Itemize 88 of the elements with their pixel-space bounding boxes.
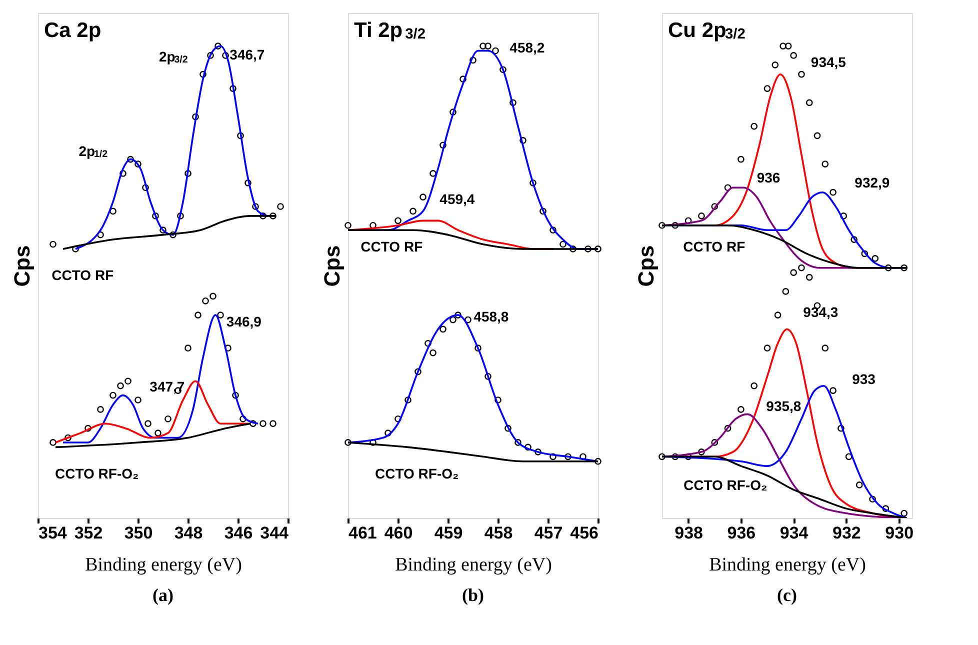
point bbox=[774, 312, 782, 318]
point bbox=[780, 42, 786, 50]
point bbox=[672, 222, 679, 229]
point bbox=[822, 344, 829, 352]
point bbox=[845, 453, 852, 460]
point bbox=[806, 274, 813, 281]
x-axis-title: Binding energy (eV) bbox=[85, 554, 242, 576]
annotation: 458,8 bbox=[474, 308, 509, 325]
annotation: 934,3 bbox=[803, 304, 838, 320]
point bbox=[798, 264, 805, 272]
point bbox=[738, 406, 744, 413]
x-tick-label: 350 bbox=[124, 524, 153, 542]
annotation: CCTO RF bbox=[52, 267, 114, 284]
point bbox=[790, 52, 798, 59]
point bbox=[856, 482, 863, 488]
x-tick-label: 461 bbox=[348, 524, 377, 542]
annotation: 346,9 bbox=[226, 314, 262, 330]
annotation: 934,5 bbox=[810, 54, 846, 70]
chart-title: Ca 2p bbox=[44, 19, 102, 42]
x-tick-label: 456 bbox=[570, 524, 598, 542]
point bbox=[784, 42, 792, 50]
point bbox=[684, 217, 692, 224]
point bbox=[698, 448, 705, 456]
point bbox=[750, 122, 758, 130]
text: (c) bbox=[777, 585, 797, 605]
x-tick-label: 346 bbox=[224, 524, 253, 542]
point bbox=[711, 203, 718, 210]
annotation: CCTO RF-O₂ bbox=[375, 466, 459, 482]
y-axis-title: Cps bbox=[10, 245, 34, 287]
point bbox=[830, 387, 836, 394]
x-tick-label: 352 bbox=[74, 524, 103, 542]
point bbox=[711, 439, 718, 446]
point bbox=[882, 505, 890, 512]
annotation: CCTO RF bbox=[360, 238, 424, 254]
point bbox=[724, 424, 732, 432]
point bbox=[872, 255, 879, 262]
point bbox=[750, 382, 758, 390]
x-tick-label: 932 bbox=[832, 524, 861, 542]
annotation: CCTO RF-O₂ bbox=[55, 466, 139, 482]
point bbox=[764, 85, 771, 92]
annotation: 933 bbox=[852, 371, 876, 388]
chart-title: Ti 2p3/2 bbox=[354, 19, 426, 42]
x-axis-title: Binding energy (eV) bbox=[709, 554, 866, 576]
x-tick-label: 458 bbox=[484, 524, 513, 542]
chart-title: Cu 2p3/2 bbox=[668, 19, 746, 42]
x-axis-title: Binding energy (eV) bbox=[395, 554, 552, 576]
point bbox=[798, 70, 805, 78]
text: (a) bbox=[152, 585, 174, 605]
point bbox=[861, 250, 868, 258]
point bbox=[790, 269, 798, 276]
annotation: 936 bbox=[756, 170, 780, 186]
annotation: 458,2 bbox=[510, 39, 545, 56]
point bbox=[840, 212, 848, 220]
x-tick-label: 354 bbox=[38, 524, 68, 542]
point bbox=[822, 160, 829, 168]
point bbox=[838, 424, 844, 432]
annotation: 346,7 bbox=[230, 46, 265, 62]
point bbox=[782, 288, 790, 295]
x-tick-label: 934 bbox=[780, 524, 809, 542]
x-tick-label: 938 bbox=[674, 524, 704, 542]
point bbox=[806, 99, 813, 106]
point bbox=[672, 453, 679, 460]
annotation: 347,7 bbox=[150, 378, 185, 395]
point bbox=[850, 236, 858, 243]
x-tick-label: 348 bbox=[174, 524, 203, 542]
y-axis-title: Cps bbox=[320, 245, 344, 287]
annotation: CCTO RF-O₂ bbox=[684, 477, 768, 494]
point bbox=[814, 132, 821, 140]
point bbox=[738, 156, 744, 163]
point bbox=[900, 510, 908, 517]
point bbox=[698, 212, 705, 220]
point bbox=[772, 61, 779, 68]
point bbox=[884, 264, 892, 272]
point bbox=[869, 496, 876, 503]
y-axis-title: Cps bbox=[634, 245, 658, 287]
annotation: 459,4 bbox=[440, 190, 475, 207]
x-tick-label: 344 bbox=[260, 524, 290, 542]
text: (b) bbox=[462, 585, 484, 605]
annotation: CCTO RF bbox=[683, 238, 746, 254]
point bbox=[830, 188, 836, 196]
x-tick-label: 460 bbox=[384, 524, 413, 542]
annotation: 935,8 bbox=[766, 398, 802, 414]
x-tick-label: 930 bbox=[885, 524, 914, 542]
x-tick-label: 459 bbox=[434, 524, 463, 542]
x-tick-label: 936 bbox=[727, 524, 756, 542]
annotation: 932,9 bbox=[854, 174, 890, 191]
x-tick-label: 457 bbox=[534, 524, 563, 542]
point bbox=[764, 344, 771, 352]
